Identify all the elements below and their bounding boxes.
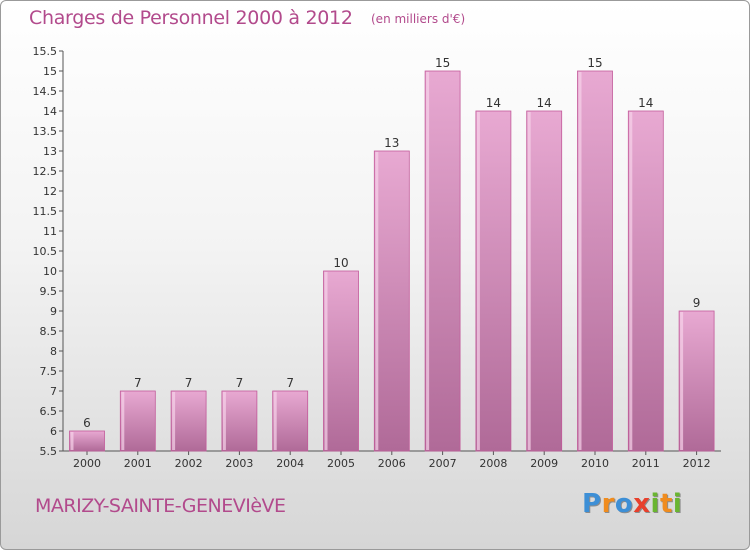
y-tick-label: 11 [43,225,57,238]
bar-highlight [629,112,633,450]
x-tick-label: 2007 [429,457,457,470]
bar [373,150,410,452]
y-tick-label: 7 [50,385,57,398]
proxiti-logo: Proxiti [582,489,682,519]
bar-value-label: 7 [286,376,294,390]
y-tick-label: 14.5 [33,85,58,98]
bar [577,70,613,452]
y-tick-label: 6.5 [40,405,58,418]
y-tick-label: 10 [43,265,57,278]
x-tick-label: 2005 [327,457,355,470]
x-tick-label: 2011 [632,457,660,470]
x-tick-label: 2002 [175,457,203,470]
bar [424,70,461,452]
town-name: MARIZY-SAINTE-GENEVIèVE [35,495,286,517]
y-tick-label: 9 [50,305,57,318]
y-tick-label: 10.5 [33,245,58,258]
bar [678,310,715,452]
bar-highlight [70,432,74,450]
x-tick-label: 2009 [530,457,558,470]
bar [323,270,359,452]
bar [170,390,207,452]
bar-value-label: 9 [693,296,701,310]
logo-letter: r [601,489,615,519]
logo-letter: i [672,489,683,519]
bar-highlight [527,112,531,450]
bar-value-label: 15 [587,56,602,70]
bar-value-label: 14 [638,96,653,110]
x-tick-label: 2003 [225,457,253,470]
x-tick-label: 2004 [276,457,304,470]
bar-highlight [222,392,226,450]
x-tick-label: 2012 [683,457,711,470]
chart-title: Charges de Personnel 2000 à 2012 [29,7,353,29]
bar [627,110,664,452]
y-tick-label: 12.5 [33,165,58,178]
bar [119,390,156,452]
logo-letter: i [650,489,660,519]
y-tick-label: 15.5 [33,45,58,58]
bar-value-label: 15 [435,56,450,70]
y-tick-label: 15 [43,65,57,78]
bar [272,390,309,452]
y-tick-label: 6 [50,425,57,438]
bar [475,110,512,452]
y-tick-label: 5.5 [40,445,58,458]
bar [69,430,105,452]
logo-letter: o [614,489,634,519]
x-tick-label: 2006 [378,457,406,470]
logo-letter: P [582,489,602,519]
logo-letter: x [633,489,651,519]
y-tick-label: 12 [43,185,57,198]
x-tick-label: 2001 [124,457,152,470]
bar-value-label: 7 [236,376,244,390]
bar-series: 6 7 7 7 7 10 13 15 14 14 15 14 9 [69,56,715,452]
bar-value-label: 7 [134,376,142,390]
bar-value-label: 14 [537,96,552,110]
logo-letter: t [659,489,673,519]
y-tick-label: 14 [43,105,57,118]
y-tick-label: 8.5 [40,325,58,338]
bar-highlight [578,72,582,450]
chart-subtitle: (en milliers d'€) [371,12,466,26]
bar [221,390,258,452]
y-tick-label: 7.5 [40,365,58,378]
bar-highlight [375,152,379,450]
bar-highlight [680,312,684,450]
bar-highlight [324,272,328,450]
bar-value-label: 13 [384,136,399,150]
x-tick-label: 2010 [581,457,609,470]
bar-highlight [172,392,176,450]
bar-value-label: 7 [185,376,193,390]
y-tick-label: 11.5 [33,205,58,218]
y-tick-label: 8 [50,345,57,358]
y-tick-label: 9.5 [40,285,58,298]
x-tick-label: 2008 [479,457,507,470]
bar-value-label: 14 [486,96,501,110]
x-tick-label: 2000 [73,457,101,470]
bar-highlight [476,112,480,450]
bar-highlight [121,392,125,450]
bar-highlight [273,392,277,450]
bar-value-label: 10 [333,256,348,270]
y-tick-label: 13 [43,145,57,158]
bar [526,110,563,452]
bar-value-label: 6 [83,416,91,430]
bar-highlight [426,72,430,450]
y-tick-label: 13.5 [33,125,58,138]
